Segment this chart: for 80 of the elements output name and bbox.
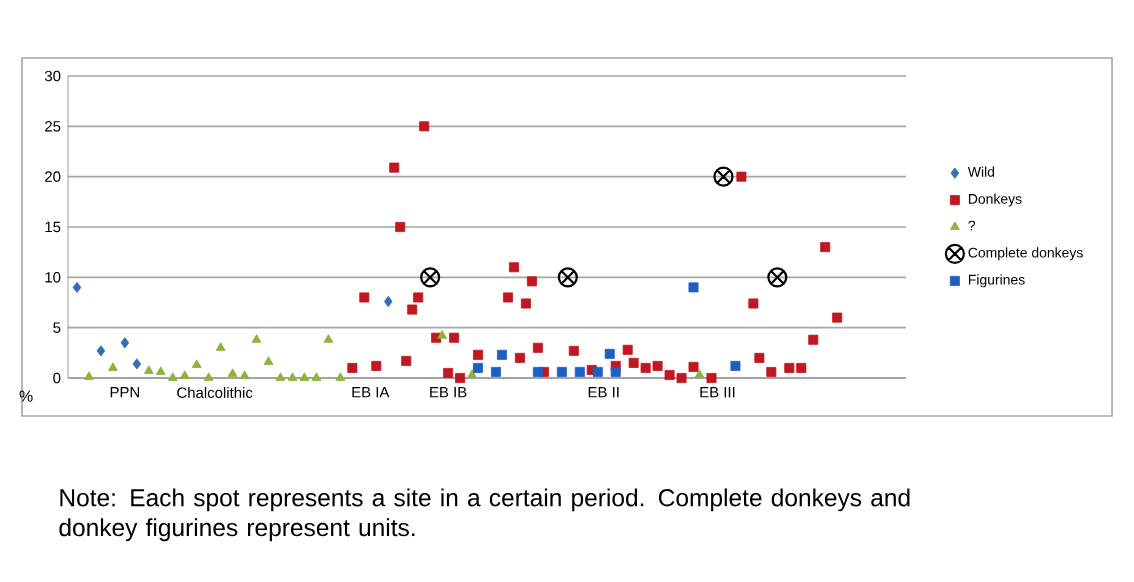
point	[389, 162, 400, 173]
point	[239, 370, 250, 379]
point	[491, 366, 501, 377]
point	[467, 369, 477, 378]
point	[676, 373, 687, 383]
point	[413, 292, 424, 303]
point	[437, 330, 448, 339]
point	[263, 356, 274, 365]
point	[132, 358, 142, 370]
point	[496, 349, 507, 360]
point	[203, 372, 214, 381]
point	[796, 362, 807, 373]
point	[420, 267, 441, 288]
point	[832, 312, 843, 323]
point	[592, 366, 603, 377]
point	[191, 359, 202, 368]
point	[767, 267, 788, 288]
point	[532, 366, 543, 377]
point	[610, 366, 621, 377]
point	[557, 267, 578, 288]
point	[227, 368, 238, 377]
point	[694, 369, 705, 378]
point	[713, 166, 734, 187]
text: Note: Each spot represents a site in a certain period. Complete donkeys and donkey figurines represent units.	[59, 488, 910, 542]
point	[419, 121, 430, 132]
point	[455, 373, 466, 383]
point	[508, 262, 519, 273]
point	[808, 334, 819, 345]
point	[155, 366, 166, 375]
point	[323, 334, 334, 343]
point	[622, 344, 633, 355]
point	[179, 370, 190, 379]
point	[407, 304, 418, 315]
point	[473, 362, 484, 373]
point	[443, 367, 454, 378]
point	[748, 298, 759, 309]
point	[736, 171, 747, 182]
point	[359, 292, 370, 303]
point	[574, 366, 585, 377]
point	[526, 276, 537, 287]
point	[96, 345, 106, 357]
point	[568, 345, 579, 356]
point	[473, 349, 484, 360]
point	[754, 352, 765, 363]
point	[688, 361, 699, 372]
point	[820, 242, 831, 253]
point	[251, 334, 262, 343]
point	[449, 332, 460, 343]
point	[401, 355, 412, 366]
point	[664, 369, 675, 380]
point	[347, 362, 358, 373]
point	[730, 360, 741, 371]
point	[72, 281, 82, 293]
point	[383, 295, 393, 308]
point	[84, 371, 94, 380]
point	[640, 362, 651, 373]
point	[766, 366, 777, 377]
point	[143, 365, 154, 374]
point	[706, 373, 717, 383]
point	[287, 372, 298, 381]
point	[604, 348, 615, 359]
point	[215, 342, 226, 351]
point	[311, 372, 322, 381]
point	[556, 366, 567, 377]
point	[502, 292, 513, 303]
point	[120, 337, 130, 349]
point	[275, 372, 286, 381]
point	[520, 298, 531, 309]
point	[335, 372, 346, 381]
point	[371, 360, 382, 371]
point	[688, 282, 699, 293]
point	[299, 372, 310, 381]
point	[784, 362, 795, 373]
point	[167, 372, 178, 381]
point	[395, 222, 406, 232]
point	[652, 360, 663, 371]
point	[514, 352, 525, 363]
point	[628, 357, 639, 368]
point	[108, 362, 118, 371]
point	[532, 342, 543, 353]
